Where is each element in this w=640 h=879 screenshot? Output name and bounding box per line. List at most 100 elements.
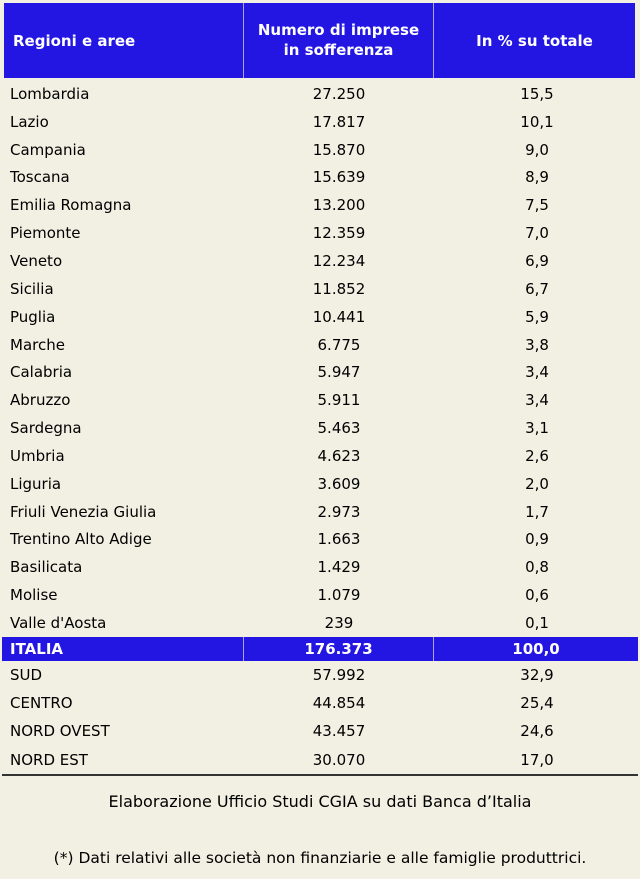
value-cell: 1.429: [317, 558, 361, 577]
pct-cell: 32,9: [520, 665, 554, 684]
value-cell: 57.992: [312, 665, 366, 684]
pct-cell: 2,0: [525, 474, 549, 493]
table-row: Piemonte 12.359 7,0: [0, 219, 640, 247]
region-cell: Liguria: [10, 474, 62, 493]
table-row: Sicilia 11.852 6,7: [0, 275, 640, 303]
pct-cell: 3,1: [525, 419, 549, 438]
source-line: Elaborazione Ufficio Studi CGIA su dati …: [108, 791, 532, 811]
table-row: Lazio 17.817 10,1: [0, 108, 640, 136]
region-cell: Sicilia: [10, 279, 54, 298]
value-cell: 13.200: [312, 196, 366, 215]
region-cell: Basilicata: [10, 558, 83, 577]
footer-divider: [2, 773, 638, 776]
region-cell: Puglia: [10, 307, 56, 326]
region-cell: Molise: [10, 586, 58, 605]
region-cell: Emilia Romagna: [10, 196, 132, 215]
table-row: Molise 1.079 0,6: [0, 581, 640, 609]
table-row: Campania 15.870 9,0: [0, 136, 640, 164]
region-cell: Valle d'Aosta: [10, 613, 107, 632]
header-col-regions: Regioni e aree: [4, 3, 244, 78]
value-cell: 30.070: [312, 750, 366, 769]
table-row: Valle d'Aosta 239 0,1: [0, 609, 640, 637]
table-row: NORD OVEST 43.457 24,6: [0, 717, 640, 745]
region-cell: Sardegna: [10, 419, 82, 438]
region-cell: SUD: [10, 665, 43, 684]
table-row: Liguria 3.609 2,0: [0, 470, 640, 498]
table-row: Marche 6.775 3,8: [0, 331, 640, 359]
table-row: SUD 57.992 32,9: [0, 661, 640, 689]
region-cell: Friuli Venezia Giulia: [10, 502, 157, 521]
value-cell: 5.911: [317, 391, 361, 410]
table-row: Trentino Alto Adige 1.663 0,9: [0, 526, 640, 554]
pct-cell: 7,5: [525, 196, 549, 215]
pct-cell: 6,7: [525, 279, 549, 298]
value-cell: 15.639: [312, 168, 366, 187]
value-cell: 27.250: [312, 84, 366, 103]
total-pct-cell: 100,0: [512, 639, 560, 658]
pct-cell: 10,1: [520, 112, 554, 131]
pct-cell: 0,1: [525, 613, 549, 632]
region-cell: Lombardia: [10, 84, 90, 103]
pct-cell: 25,4: [520, 694, 554, 713]
value-cell: 17.817: [312, 112, 366, 131]
region-rows: Lombardia 27.250 15,5 Lazio 17.817 10,1 …: [0, 78, 640, 637]
value-cell: 5.947: [317, 363, 361, 382]
total-region-cell: ITALIA: [2, 636, 244, 661]
table-row: Friuli Venezia Giulia 2.973 1,7: [0, 498, 640, 526]
value-cell: 5.463: [317, 419, 361, 438]
region-cell: Veneto: [10, 251, 63, 270]
pct-cell: 0,6: [525, 586, 549, 605]
results-table: Regioni e aree Numero di imprese in soff…: [0, 3, 640, 867]
table-row: Lombardia 27.250 15,5: [0, 80, 640, 108]
pct-cell: 15,5: [520, 84, 554, 103]
value-cell: 6.775: [317, 335, 361, 354]
table-row: Basilicata 1.429 0,8: [0, 553, 640, 581]
table-row: Veneto 12.234 6,9: [0, 247, 640, 275]
table-row: Toscana 15.639 8,9: [0, 164, 640, 192]
table-row: CENTRO 44.854 25,4: [0, 689, 640, 717]
table-row: Emilia Romagna 13.200 7,5: [0, 191, 640, 219]
table-row: Sardegna 5.463 3,1: [0, 414, 640, 442]
table-row: NORD EST 30.070 17,0: [0, 745, 640, 773]
value-cell: 1.663: [317, 530, 361, 549]
table-row: Abruzzo 5.911 3,4: [0, 386, 640, 414]
pct-cell: 9,0: [525, 140, 549, 159]
pct-cell: 2,6: [525, 446, 549, 465]
region-cell: Lazio: [10, 112, 49, 131]
region-cell: Trentino Alto Adige: [10, 530, 152, 549]
pct-cell: 7,0: [525, 224, 549, 243]
value-cell: 2.973: [317, 502, 361, 521]
total-row: ITALIA 176.373 100,0: [2, 636, 638, 661]
value-cell: 12.359: [312, 224, 366, 243]
value-cell: 1.079: [317, 586, 361, 605]
pct-cell: 3,4: [525, 391, 549, 410]
region-cell: Campania: [10, 140, 86, 159]
header-col-number: Numero di imprese in sofferenza: [244, 3, 434, 78]
value-cell: 43.457: [312, 722, 366, 741]
pct-cell: 8,9: [525, 168, 549, 187]
pct-cell: 24,6: [520, 722, 554, 741]
region-cell: Marche: [10, 335, 65, 354]
value-cell: 12.234: [312, 251, 366, 270]
region-cell: Abruzzo: [10, 391, 71, 410]
pct-cell: 0,8: [525, 558, 549, 577]
table-header: Regioni e aree Numero di imprese in soff…: [4, 3, 635, 78]
table-row: Umbria 4.623 2,6: [0, 442, 640, 470]
pct-cell: 0,9: [525, 530, 549, 549]
region-cell: Piemonte: [10, 224, 81, 243]
pct-cell: 17,0: [520, 750, 554, 769]
value-cell: 3.609: [317, 474, 361, 493]
region-cell: NORD OVEST: [10, 722, 110, 741]
value-cell: 10.441: [312, 307, 366, 326]
pct-cell: 1,7: [525, 502, 549, 521]
region-cell: CENTRO: [10, 694, 73, 713]
pct-cell: 3,8: [525, 335, 549, 354]
value-cell: 11.852: [312, 279, 366, 298]
region-cell: NORD EST: [10, 750, 88, 769]
value-cell: 4.623: [317, 446, 361, 465]
region-cell: Calabria: [10, 363, 73, 382]
macro-rows: SUD 57.992 32,9 CENTRO 44.854 25,4 NORD …: [0, 661, 640, 774]
value-cell: 44.854: [312, 694, 366, 713]
region-cell: Umbria: [10, 446, 65, 465]
table-row: Calabria 5.947 3,4: [0, 358, 640, 386]
